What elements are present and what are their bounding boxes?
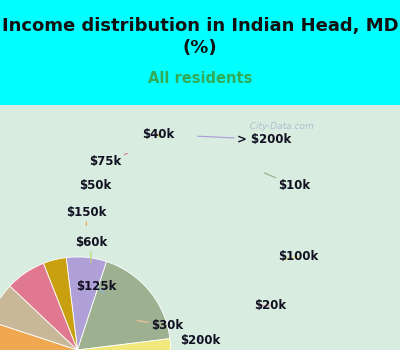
Text: $60k: $60k <box>75 236 107 262</box>
Wedge shape <box>0 321 78 350</box>
Text: Income distribution in Indian Head, MD
(%): Income distribution in Indian Head, MD (… <box>2 17 398 57</box>
Wedge shape <box>10 263 78 350</box>
Text: $40k: $40k <box>142 128 174 141</box>
Text: All residents: All residents <box>148 71 252 86</box>
Text: > $200k: > $200k <box>198 133 291 146</box>
Wedge shape <box>0 286 78 350</box>
Text: $20k: $20k <box>254 299 286 313</box>
Wedge shape <box>78 261 170 350</box>
Text: $200k: $200k <box>180 334 220 347</box>
Text: $50k: $50k <box>80 179 112 193</box>
Text: $125k: $125k <box>76 280 117 294</box>
Wedge shape <box>78 339 170 350</box>
Text: $10k: $10k <box>264 173 310 193</box>
Text: $100k: $100k <box>278 250 319 264</box>
Text: City-Data.com: City-Data.com <box>244 122 313 131</box>
Wedge shape <box>44 258 78 350</box>
Text: $150k: $150k <box>66 206 107 225</box>
Text: $30k: $30k <box>137 319 183 332</box>
Text: $75k: $75k <box>89 154 127 168</box>
Wedge shape <box>66 257 106 350</box>
